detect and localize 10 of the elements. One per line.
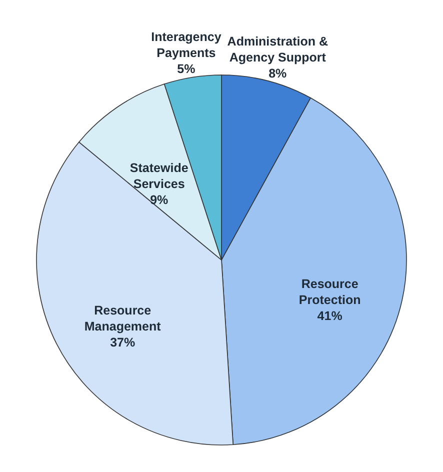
data-label: 41% (317, 309, 342, 324)
data-label: 9% (150, 193, 168, 208)
data-label: 5% (177, 62, 196, 76)
data-label: 37% (110, 335, 136, 350)
slice-label: Statewide Services (130, 161, 188, 192)
slice-label: Resource Protection (298, 277, 361, 308)
slice-label: Interagency Payments (151, 30, 222, 60)
slice-label: Resource Management (84, 303, 162, 334)
slice-label: Administration & Agency Support (227, 34, 328, 64)
data-label: 8% (268, 66, 287, 80)
